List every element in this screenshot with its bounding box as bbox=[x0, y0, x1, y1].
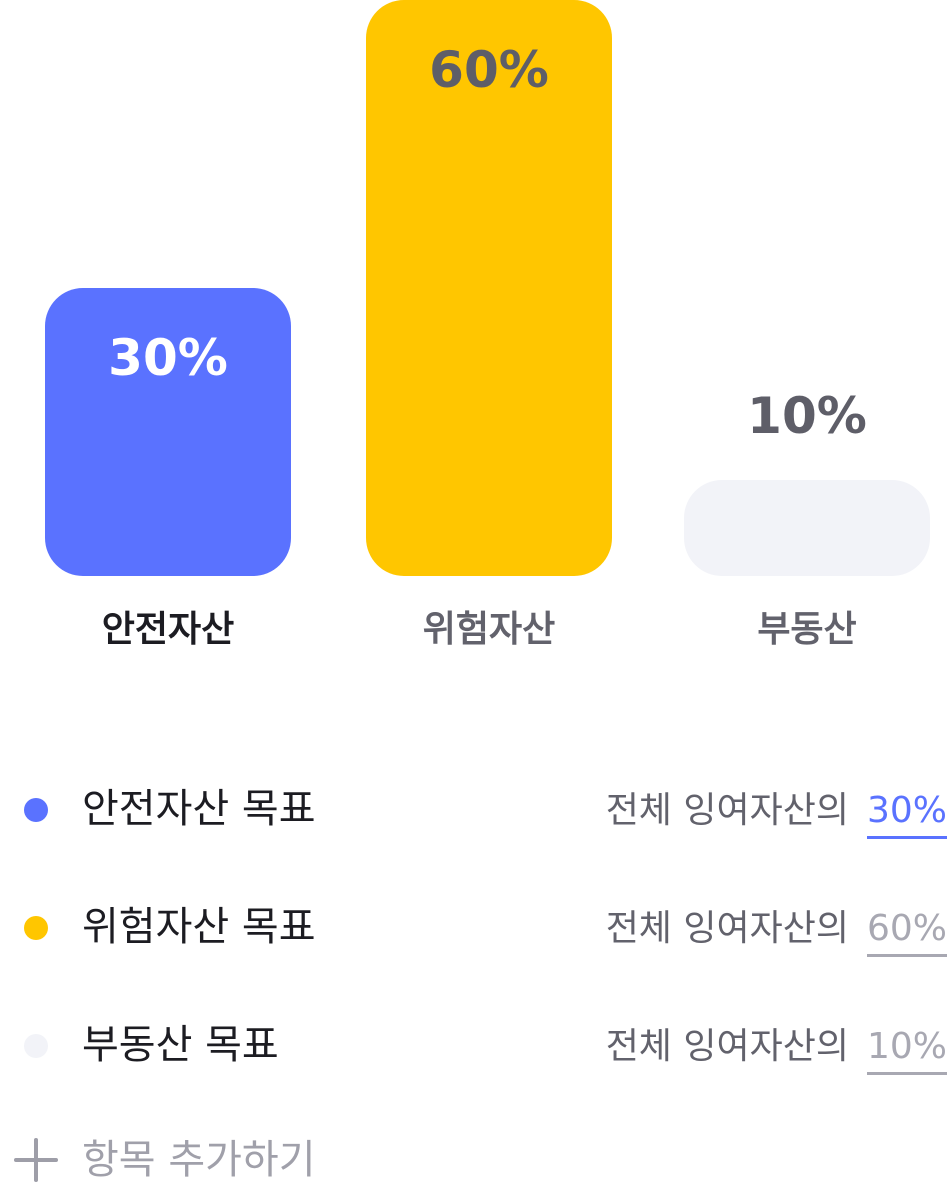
bar-value-label-safe-assets: 30% bbox=[108, 329, 228, 387]
goal-percent-input[interactable]: 10% bbox=[866, 1024, 947, 1075]
real-estate-dot-icon bbox=[24, 1034, 48, 1058]
goal-percent-input[interactable]: 60% bbox=[866, 906, 947, 957]
bar-value-label-real-estate: 10% bbox=[747, 387, 867, 445]
bar-real-estate bbox=[684, 480, 930, 576]
goal-name: 안전자산 목표 bbox=[82, 786, 316, 832]
goal-name: 부동산 목표 bbox=[82, 1022, 279, 1068]
add-item-button[interactable]: 항목 추가하기 bbox=[14, 1130, 316, 1190]
goal-ratio: 전체 잉여자산의 30% bbox=[606, 788, 947, 839]
goal-list: 안전자산 목표 전체 잉여자산의 30% 위험자산 목표 전체 잉여자산의 60… bbox=[0, 750, 951, 1104]
risk-assets-dot-icon bbox=[24, 916, 48, 940]
category-label-risk-assets: 위험자산 bbox=[422, 609, 556, 650]
goal-row-safe-assets: 안전자산 목표 전체 잉여자산의 30% bbox=[0, 750, 951, 868]
goal-prefix: 전체 잉여자산의 bbox=[605, 1026, 849, 1067]
category-label-safe-assets: 안전자산 bbox=[101, 609, 235, 650]
bar-safe-assets bbox=[45, 288, 291, 576]
goal-name: 위험자산 목표 bbox=[82, 904, 316, 950]
goal-row-risk-assets: 위험자산 목표 전체 잉여자산의 60% bbox=[0, 868, 951, 986]
goal-ratio: 전체 잉여자산의 60% bbox=[606, 906, 947, 957]
bar-risk-assets bbox=[366, 0, 612, 576]
goal-row-real-estate: 부동산 목표 전체 잉여자산의 10% bbox=[0, 986, 951, 1104]
goal-percent-input[interactable]: 30% bbox=[866, 788, 947, 839]
category-label-real-estate: 부동산 bbox=[757, 609, 857, 650]
plus-icon bbox=[14, 1138, 58, 1182]
safe-assets-dot-icon bbox=[24, 798, 48, 822]
bar-value-label-risk-assets: 60% bbox=[429, 41, 549, 99]
goal-ratio: 전체 잉여자산의 10% bbox=[606, 1024, 947, 1075]
goal-prefix: 전체 잉여자산의 bbox=[605, 908, 849, 949]
goal-prefix: 전체 잉여자산의 bbox=[605, 790, 849, 831]
add-item-label: 항목 추가하기 bbox=[82, 1137, 316, 1183]
allocation-bar-chart: 30% 60% 10% 안전자산 위험자산 부동산 bbox=[45, 0, 930, 650]
